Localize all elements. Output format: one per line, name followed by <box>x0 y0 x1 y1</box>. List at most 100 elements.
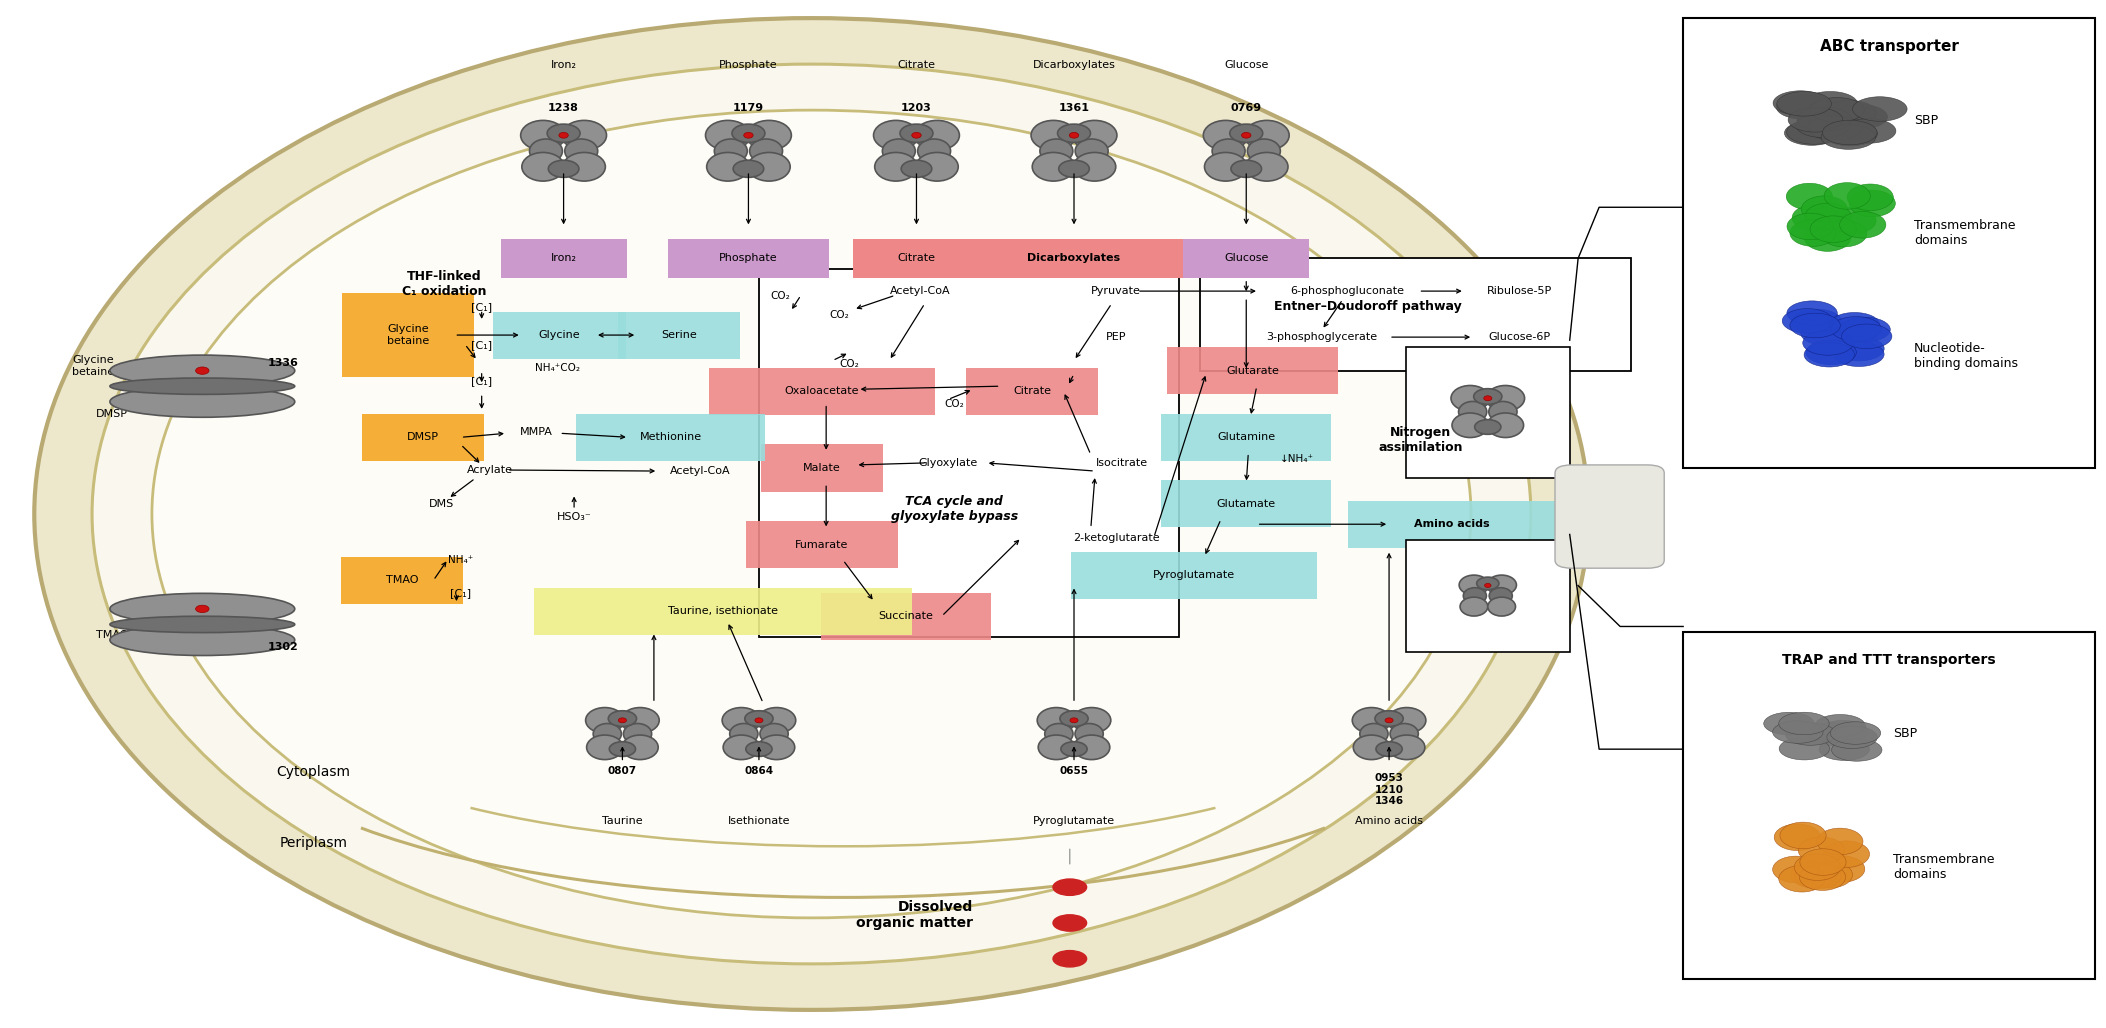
Ellipse shape <box>1799 864 1845 890</box>
Ellipse shape <box>1375 710 1403 727</box>
Ellipse shape <box>733 124 764 143</box>
Text: DMSP: DMSP <box>97 409 128 418</box>
Text: [C₁]: [C₁] <box>472 376 493 387</box>
Text: Citrate: Citrate <box>897 61 935 70</box>
Ellipse shape <box>758 707 796 733</box>
Text: 0953
1210
1346: 0953 1210 1346 <box>1375 773 1403 806</box>
Ellipse shape <box>1824 183 1870 210</box>
Ellipse shape <box>1773 90 1828 115</box>
Circle shape <box>1053 915 1087 931</box>
Ellipse shape <box>1070 133 1078 138</box>
Ellipse shape <box>1059 710 1089 727</box>
Text: Entner–Doudoroff pathway: Entner–Doudoroff pathway <box>1274 300 1462 313</box>
Text: Pyruvate: Pyruvate <box>1091 286 1141 296</box>
Ellipse shape <box>1849 190 1895 217</box>
Ellipse shape <box>1788 213 1832 240</box>
Ellipse shape <box>520 120 564 150</box>
Ellipse shape <box>1822 120 1876 145</box>
Text: SBP: SBP <box>1914 114 1938 126</box>
Ellipse shape <box>1822 220 1866 247</box>
Ellipse shape <box>1790 220 1836 247</box>
Text: Iron₂: Iron₂ <box>550 253 577 263</box>
Text: CO₂: CO₂ <box>943 399 965 408</box>
Text: Serine: Serine <box>661 330 697 340</box>
Ellipse shape <box>1807 340 1855 365</box>
Ellipse shape <box>882 139 916 163</box>
Text: Pyroglutamate: Pyroglutamate <box>1152 571 1234 581</box>
Ellipse shape <box>562 120 607 150</box>
Text: NH₄⁺CO₂: NH₄⁺CO₂ <box>535 363 579 373</box>
Ellipse shape <box>1801 196 1847 222</box>
Text: Succinate: Succinate <box>878 612 933 621</box>
Ellipse shape <box>918 139 950 163</box>
Ellipse shape <box>1805 342 1855 367</box>
Text: Glycine
betaine: Glycine betaine <box>72 355 114 376</box>
Ellipse shape <box>110 624 295 656</box>
Text: Malate: Malate <box>802 463 840 473</box>
Ellipse shape <box>110 378 295 395</box>
Ellipse shape <box>1459 402 1487 423</box>
Text: Glutamine: Glutamine <box>1217 433 1276 442</box>
Text: TCA cycle and
glyoxylate bypass: TCA cycle and glyoxylate bypass <box>891 494 1017 523</box>
Bar <box>853 238 979 278</box>
Bar <box>341 557 463 604</box>
Text: 1179: 1179 <box>733 103 764 113</box>
Text: MMPA: MMPA <box>520 428 552 437</box>
Text: ↓NH₄⁺: ↓NH₄⁺ <box>1280 453 1314 464</box>
Ellipse shape <box>1487 413 1523 438</box>
Text: PEP: PEP <box>1106 332 1127 342</box>
Ellipse shape <box>1786 183 1832 210</box>
Ellipse shape <box>1847 184 1893 211</box>
Ellipse shape <box>623 724 651 744</box>
Ellipse shape <box>1841 318 1891 341</box>
Text: Citrate: Citrate <box>1013 387 1051 397</box>
Ellipse shape <box>1213 139 1245 163</box>
Ellipse shape <box>1809 98 1864 122</box>
Text: Taurine: Taurine <box>602 815 642 825</box>
Ellipse shape <box>1790 861 1836 888</box>
Ellipse shape <box>1245 152 1289 181</box>
Ellipse shape <box>1841 118 1895 143</box>
Ellipse shape <box>621 707 659 733</box>
Text: Nucleotide-
binding domains: Nucleotide- binding domains <box>1914 341 2018 369</box>
Text: Dicarboxylates: Dicarboxylates <box>1032 61 1116 70</box>
Ellipse shape <box>585 707 623 733</box>
Ellipse shape <box>1247 139 1280 163</box>
Ellipse shape <box>748 152 790 181</box>
Ellipse shape <box>1489 402 1516 423</box>
Text: 1336: 1336 <box>267 358 299 368</box>
Ellipse shape <box>1780 822 1826 849</box>
Ellipse shape <box>110 593 295 624</box>
Ellipse shape <box>1451 386 1489 411</box>
Bar <box>493 311 625 359</box>
Ellipse shape <box>1826 726 1876 748</box>
Ellipse shape <box>1459 575 1489 595</box>
Ellipse shape <box>1824 121 1876 146</box>
Ellipse shape <box>1809 216 1855 243</box>
Ellipse shape <box>874 120 918 150</box>
Ellipse shape <box>722 707 760 733</box>
Text: TRAP and TTT transporters: TRAP and TTT transporters <box>1782 653 1996 667</box>
Ellipse shape <box>1773 823 1820 850</box>
Text: Ribulose-5P: Ribulose-5P <box>1487 286 1552 296</box>
Ellipse shape <box>1074 724 1104 744</box>
Ellipse shape <box>760 724 788 744</box>
Ellipse shape <box>619 718 625 723</box>
Ellipse shape <box>708 152 750 181</box>
Text: Iron₂: Iron₂ <box>550 61 577 70</box>
Bar <box>1070 552 1316 599</box>
Ellipse shape <box>1485 584 1491 587</box>
Text: Acetyl-CoA: Acetyl-CoA <box>670 466 731 476</box>
Bar <box>760 444 882 491</box>
Text: Acrylate: Acrylate <box>468 465 514 475</box>
Bar <box>746 521 897 568</box>
Ellipse shape <box>1780 866 1826 892</box>
Ellipse shape <box>1474 419 1502 435</box>
Ellipse shape <box>529 139 562 163</box>
Bar <box>1200 258 1630 371</box>
Ellipse shape <box>1796 107 1851 132</box>
Bar <box>1407 540 1569 652</box>
Ellipse shape <box>522 152 564 181</box>
Ellipse shape <box>609 710 636 727</box>
Ellipse shape <box>1794 862 1841 889</box>
